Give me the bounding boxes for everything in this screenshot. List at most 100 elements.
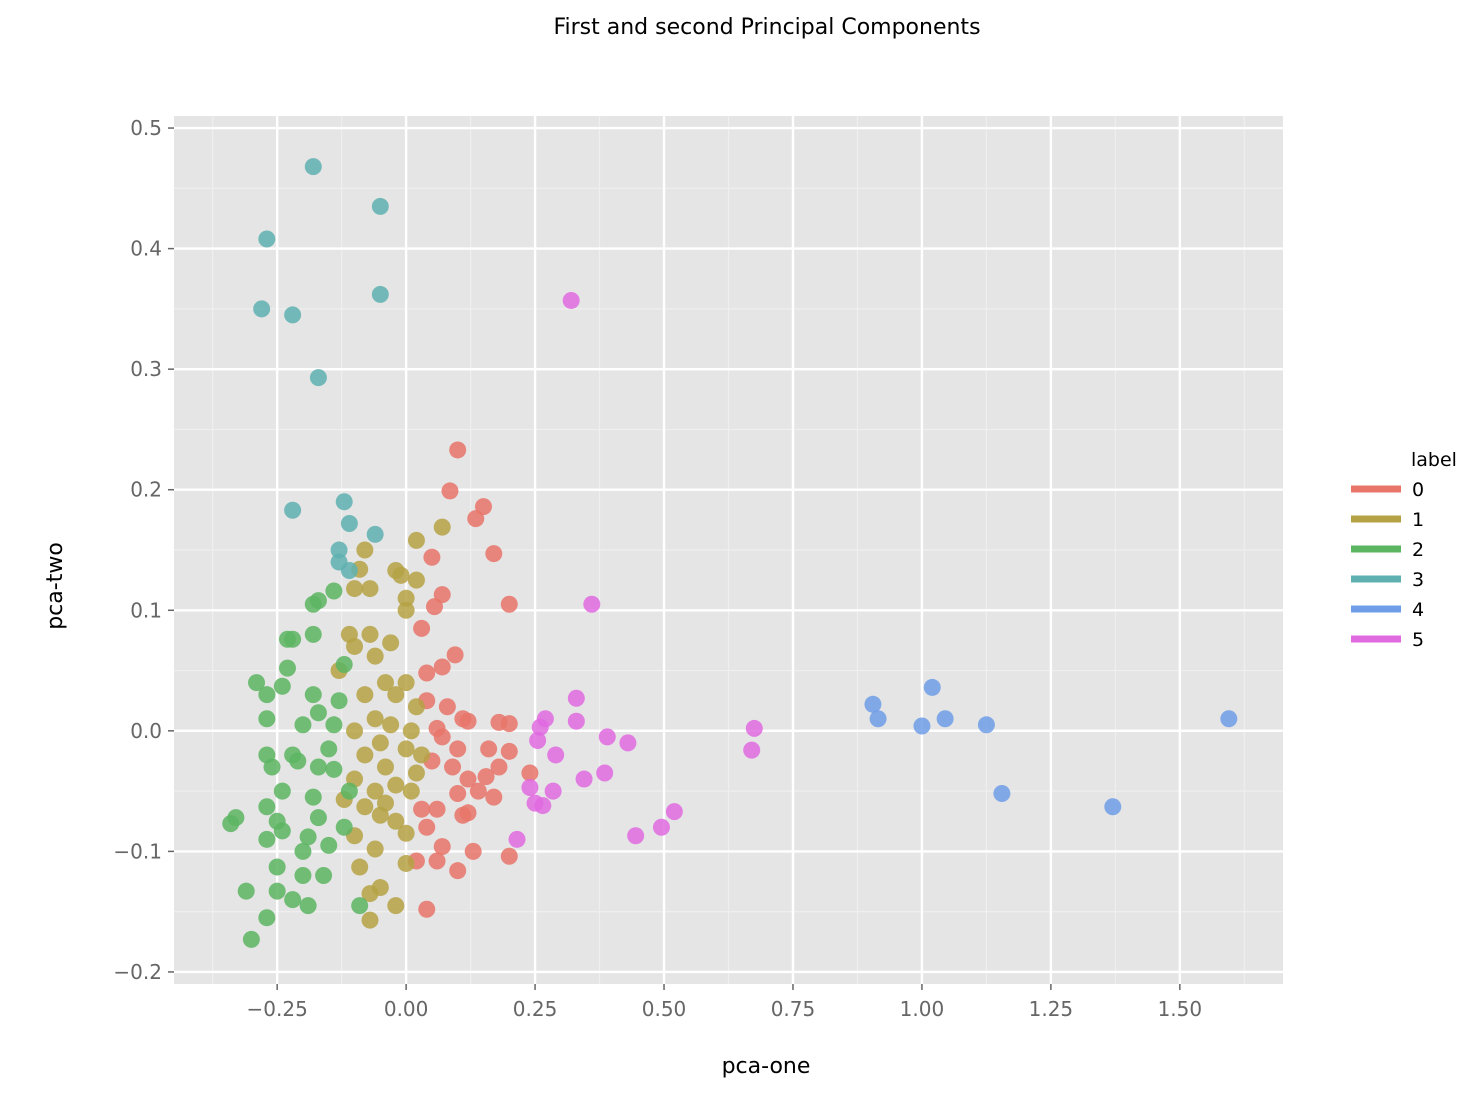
y-tick-label: 0.0 (130, 719, 162, 743)
y-tick-label: 0.3 (130, 357, 162, 381)
data-point (446, 646, 464, 664)
data-point (366, 525, 384, 543)
data-point (449, 740, 467, 758)
data-point (284, 501, 302, 519)
data-point (284, 306, 302, 324)
data-point (392, 566, 410, 584)
data-point (913, 717, 931, 735)
data-point (351, 858, 369, 876)
data-point (371, 285, 389, 303)
data-point (464, 842, 482, 860)
data-point (258, 230, 276, 248)
data-point (544, 782, 562, 800)
data-point (361, 885, 379, 903)
data-point (438, 698, 456, 716)
data-point (371, 197, 389, 215)
data-point (596, 764, 614, 782)
data-point (320, 836, 338, 854)
data-point (330, 541, 348, 559)
data-point (547, 746, 565, 764)
data-point (449, 785, 467, 803)
data-point (237, 882, 255, 900)
data-point (407, 698, 425, 716)
data-point (299, 897, 317, 915)
data-point (433, 586, 451, 604)
data-point (562, 291, 580, 309)
data-point (325, 760, 343, 778)
data-point (258, 798, 276, 816)
data-point (413, 619, 431, 637)
data-point (425, 598, 443, 616)
data-point (376, 674, 394, 692)
data-point (309, 758, 327, 776)
data-point (449, 441, 467, 459)
data-point (433, 728, 451, 746)
data-point (397, 824, 415, 842)
data-point (418, 900, 436, 918)
data-point (993, 785, 1011, 803)
data-point (268, 858, 286, 876)
x-tick-label: 1.00 (900, 997, 945, 1021)
data-point (346, 580, 364, 598)
data-point (299, 828, 317, 846)
data-point (397, 674, 415, 692)
data-point (433, 838, 451, 856)
data-point (575, 770, 593, 788)
data-point (340, 782, 358, 800)
x-tick-label: 1.25 (1029, 997, 1074, 1021)
data-point (294, 716, 312, 734)
legend-title: label (1411, 449, 1457, 471)
data-point (652, 818, 670, 836)
data-point (366, 710, 384, 728)
data-point (500, 715, 518, 733)
data-point (936, 710, 954, 728)
data-point (258, 686, 276, 704)
data-point (248, 674, 266, 692)
data-point (567, 689, 585, 707)
legend-label: 1 (1412, 509, 1424, 531)
data-point (309, 704, 327, 722)
x-tick-label: 1.50 (1158, 997, 1203, 1021)
data-point (441, 482, 459, 500)
data-point (418, 818, 436, 836)
data-point (304, 788, 322, 806)
series-0 (407, 441, 539, 918)
data-point (444, 758, 462, 776)
x-tick-label: 0.00 (384, 997, 429, 1021)
series-1 (330, 518, 451, 929)
data-point (508, 830, 526, 848)
data-point (583, 595, 601, 613)
data-point (665, 803, 683, 821)
data-point (428, 852, 446, 870)
data-point (346, 722, 364, 740)
data-point (258, 710, 276, 728)
data-point (387, 686, 405, 704)
legend-label: 2 (1412, 539, 1424, 561)
series-4 (864, 678, 1238, 816)
data-point (598, 728, 616, 746)
data-point (477, 768, 495, 786)
data-point (371, 734, 389, 752)
data-point (433, 658, 451, 676)
data-point (500, 847, 518, 865)
y-tick-label: 0.1 (130, 598, 162, 622)
data-point (397, 601, 415, 619)
x-tick-label: 0.50 (642, 997, 687, 1021)
data-point (263, 758, 281, 776)
data-point (423, 548, 441, 566)
data-point (627, 827, 645, 845)
data-point (242, 930, 260, 948)
data-point (356, 541, 374, 559)
data-point (335, 656, 353, 674)
x-axis-ticks: −0.25 0.00 0.25 0.50 0.75 1.00 1.25 1.50 (247, 984, 1203, 1021)
data-point (356, 746, 374, 764)
data-point (1220, 710, 1238, 728)
data-point (304, 686, 322, 704)
legend-label: 5 (1412, 629, 1424, 651)
y-tick-label: 0.5 (130, 116, 162, 140)
data-point (366, 840, 384, 858)
y-tick-label: 0.2 (130, 478, 162, 502)
data-point (402, 782, 420, 800)
data-point (459, 770, 477, 788)
